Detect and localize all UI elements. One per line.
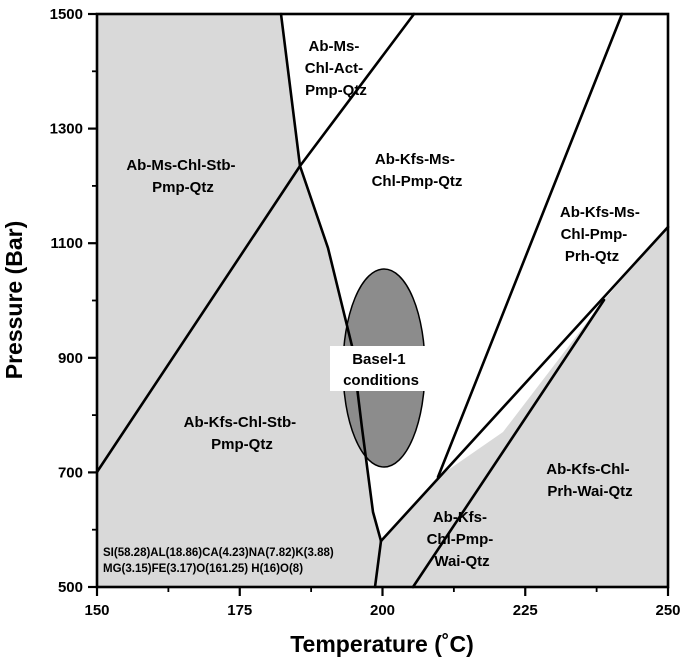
x-axis-ticks: 150 175 200 225 250 bbox=[84, 587, 681, 619]
y-axis-title: Pressure (Bar) bbox=[1, 221, 27, 380]
y-tick-label: 1100 bbox=[50, 235, 83, 252]
field-labels: Ab-Ms- Chl-Act- Pmp-Qtz Ab-Ms-Chl-Stb- P… bbox=[126, 38, 644, 570]
y-tick-label: 900 bbox=[58, 350, 83, 367]
boundary-wai-kfs bbox=[379, 225, 670, 543]
field-label-ab-kfs-chl-prh-wai: Ab-Kfs-Chl- Prh-Wai-Qtz bbox=[546, 461, 634, 500]
x-tick-label: 150 bbox=[84, 602, 109, 619]
field-label-ab-ms-chl-stb: Ab-Ms-Chl-Stb- Pmp-Qtz bbox=[126, 157, 239, 196]
field-label-ab-kfs-ms-chl-pmp: Ab-Kfs-Ms- Chl-Pmp-Qtz bbox=[372, 151, 463, 190]
conditions-label: Basel-1 conditions bbox=[330, 346, 432, 391]
x-tick-label: 200 bbox=[370, 602, 395, 619]
shaded-field-stilbite bbox=[97, 14, 381, 587]
field-label-ab-kfs-ms-prh: Ab-Kfs-Ms- Chl-Pmp- Prh-Qtz bbox=[560, 204, 644, 265]
x-tick-label: 175 bbox=[227, 602, 252, 619]
conditions-label-box bbox=[330, 346, 432, 391]
boundary-act-stb bbox=[95, 164, 302, 474]
boundary-act-kfs bbox=[298, 12, 416, 168]
shaded-field-wairakite bbox=[375, 227, 668, 587]
y-tick-label: 700 bbox=[58, 464, 83, 481]
field-label-ab-kfs-chl-stb: Ab-Kfs-Chl-Stb- Pmp-Qtz bbox=[184, 414, 301, 453]
x-tick-label: 225 bbox=[513, 602, 538, 619]
boundary-prh-wai bbox=[411, 298, 606, 589]
y-axis-ticks: 500 700 900 1100 1300 1500 bbox=[50, 6, 97, 596]
y-tick-label: 500 bbox=[58, 579, 83, 596]
boundary-lower-stem bbox=[373, 539, 383, 589]
bulk-composition: SI(58.28)AL(18.86)CA(4.23)NA(7.82)K(3.88… bbox=[103, 547, 337, 575]
x-tick-label: 250 bbox=[655, 602, 680, 619]
boundary-prh-left bbox=[436, 12, 624, 479]
field-label-ab-kfs-chl-pmp-wai: Ab-Kfs- Chl-Pmp- Wai-Qtz bbox=[427, 509, 498, 570]
conditions-label-text: Basel-1 conditions bbox=[343, 351, 419, 389]
x-axis-title: Temperature (˚C) bbox=[290, 631, 474, 657]
y-tick-label: 1500 bbox=[50, 6, 83, 23]
y-tick-label: 1300 bbox=[50, 121, 83, 138]
field-label-ab-ms-chl-act: Ab-Ms- Chl-Act- Pmp-Qtz bbox=[305, 38, 368, 99]
